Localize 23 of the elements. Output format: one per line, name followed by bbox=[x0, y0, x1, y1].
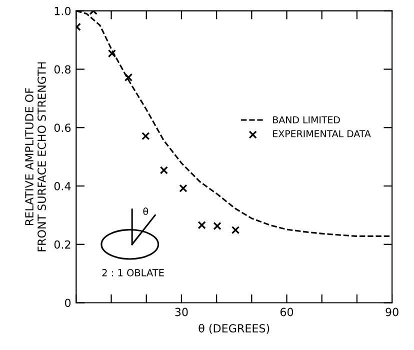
y-tick-label: 0 bbox=[64, 298, 71, 308]
point bbox=[160, 166, 168, 174]
annotation: θ bbox=[143, 207, 148, 216]
point bbox=[198, 221, 206, 230]
legend-label: EXPERIMENTAL DATA bbox=[273, 130, 371, 138]
y-tick-label: 0.4 bbox=[54, 182, 71, 190]
y-axis-title: RELATIVE AMPLITUDE OF FRONT SURFACE ECHO STRENGTH bbox=[25, 62, 46, 252]
y-tick-label: 0.2 bbox=[54, 240, 70, 249]
point bbox=[124, 73, 133, 82]
x-tick-label: 60 bbox=[280, 308, 294, 316]
legend-label: BAND LIMITED bbox=[273, 116, 340, 124]
x-tick-label: 30 bbox=[175, 308, 188, 316]
point bbox=[142, 132, 150, 140]
point bbox=[179, 184, 188, 192]
point bbox=[108, 49, 116, 58]
x-axis-title: θ (DEGREES) bbox=[198, 324, 270, 334]
y-tick-label: 0.8 bbox=[54, 65, 71, 74]
point bbox=[213, 222, 222, 230]
annotation: 2 : 1 OBLATE bbox=[102, 269, 164, 276]
y-tick-label: 0.6 bbox=[54, 124, 71, 132]
x-tick-label: 90 bbox=[386, 308, 398, 316]
y-tick-label: 1.0 bbox=[54, 6, 71, 16]
point bbox=[231, 226, 240, 234]
